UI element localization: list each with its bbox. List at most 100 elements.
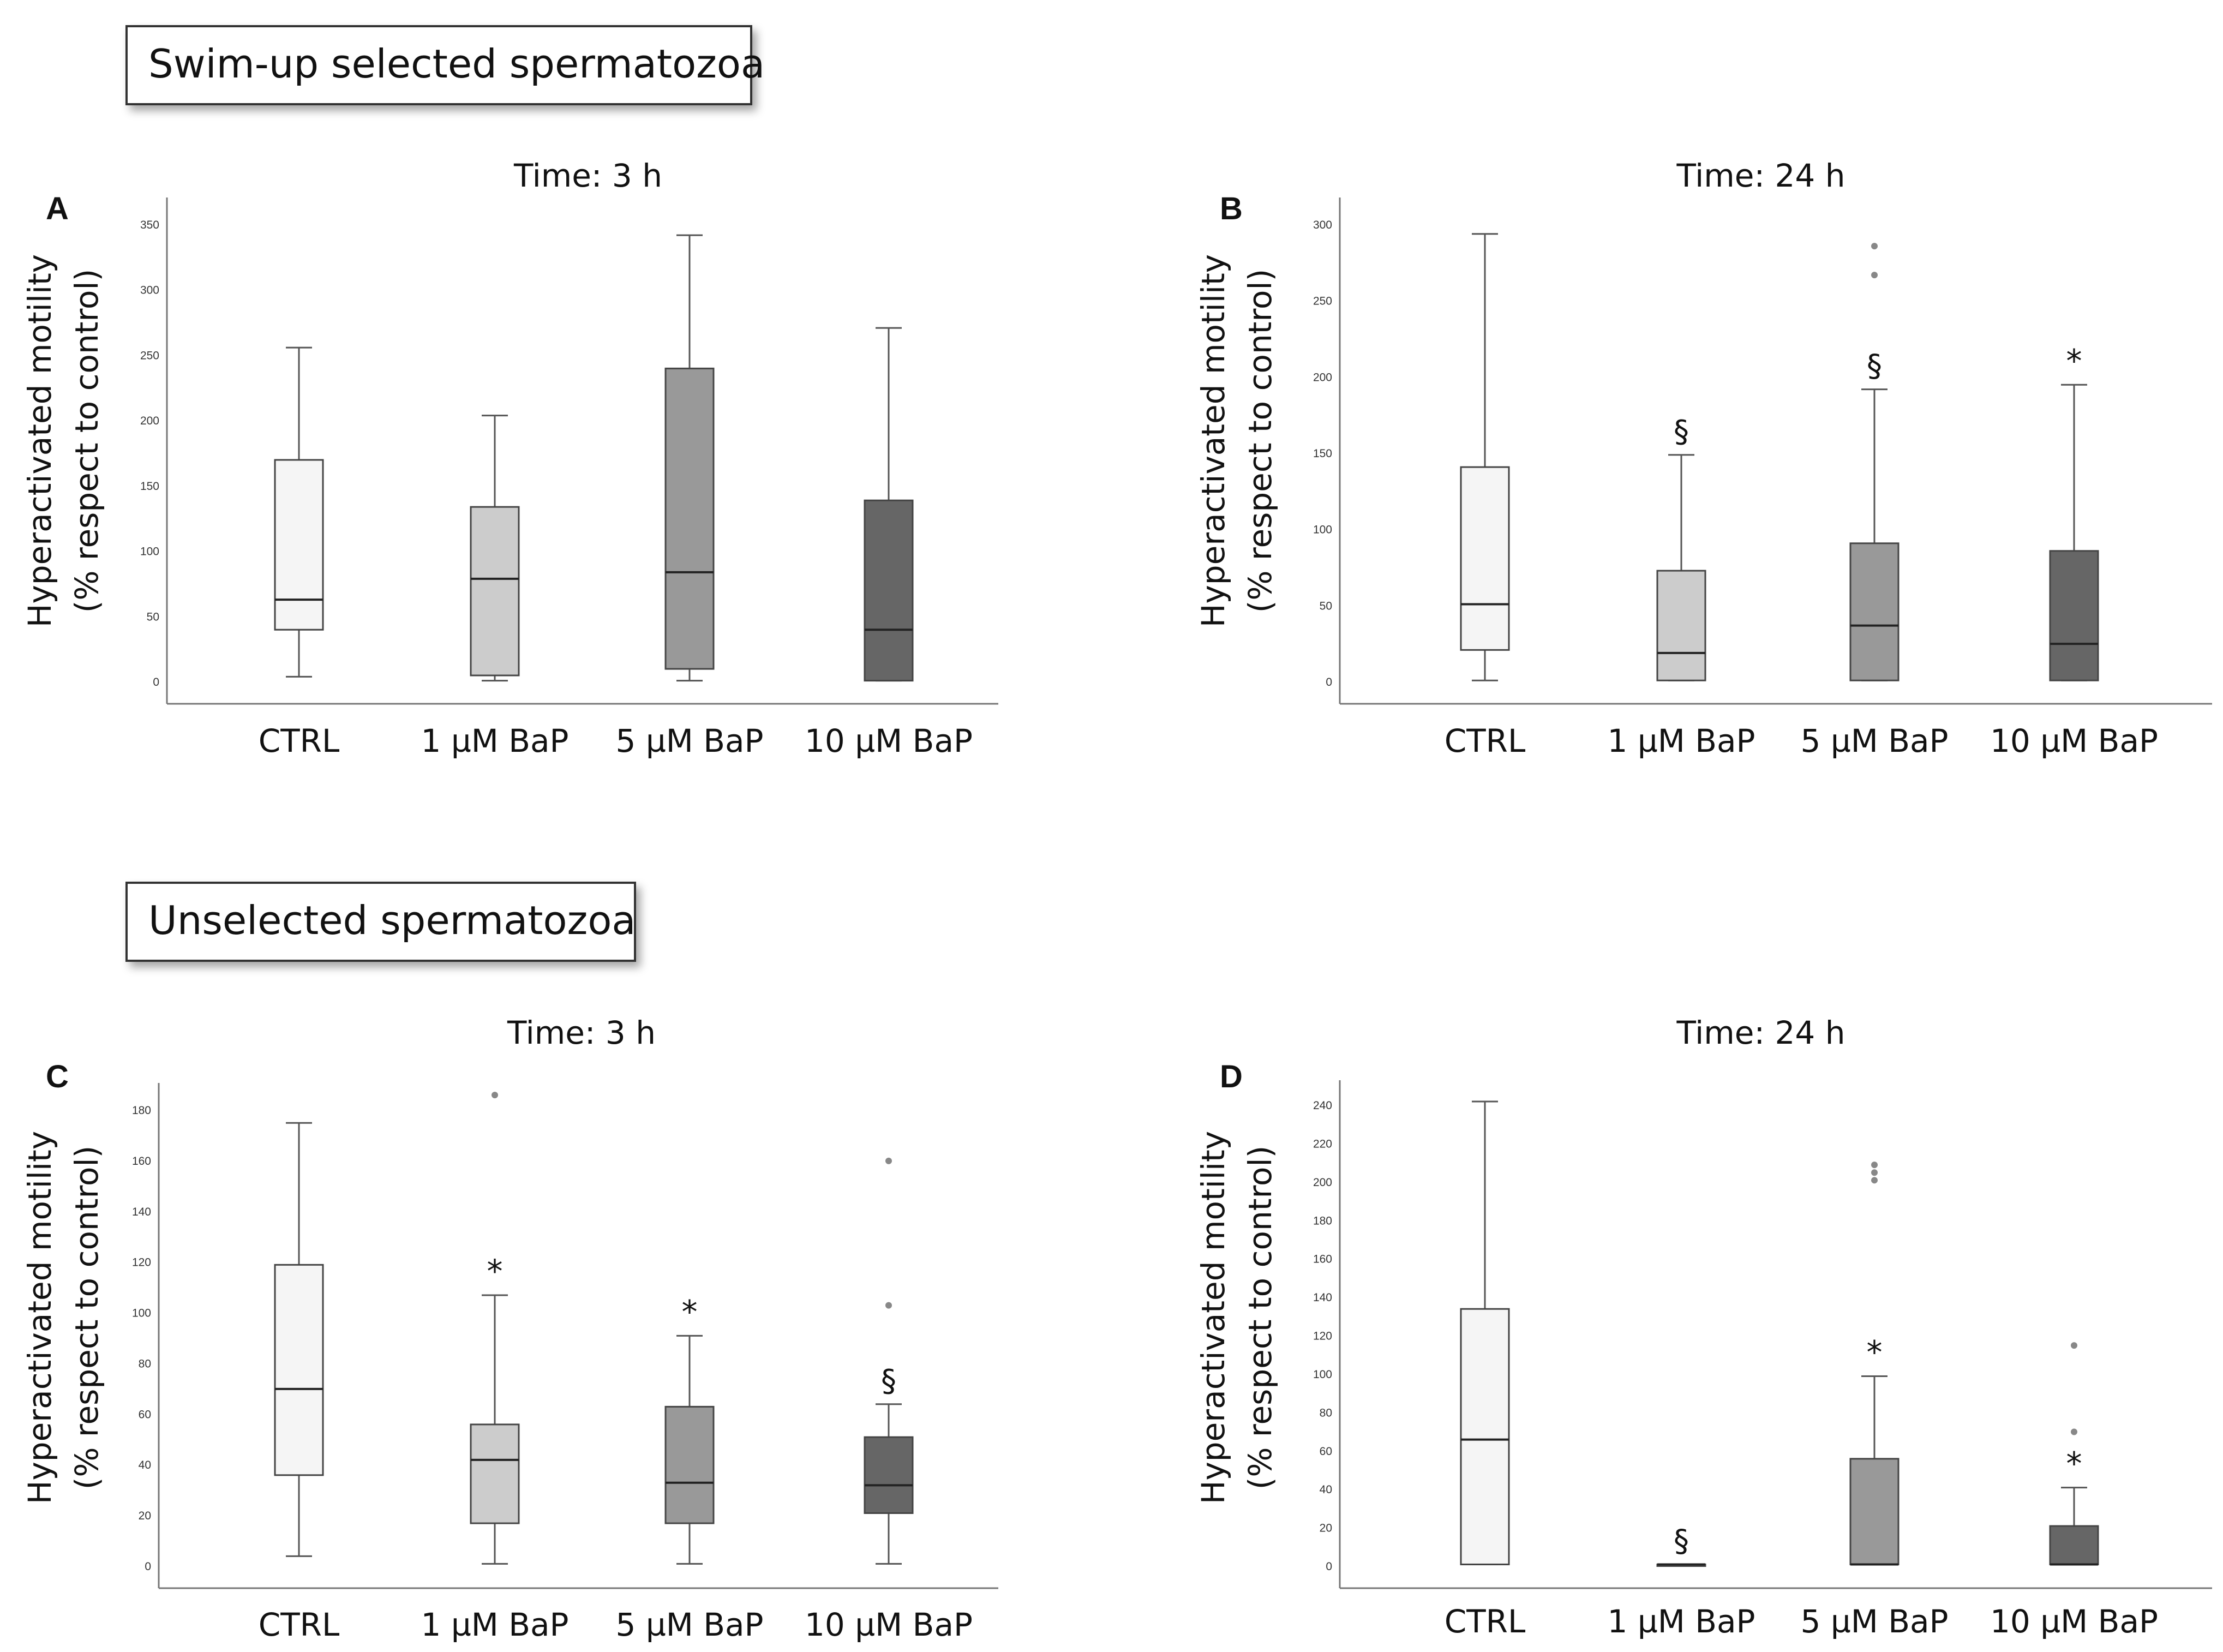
box-1 bbox=[1460, 1100, 1510, 1565]
outlier-point bbox=[1871, 1162, 1878, 1169]
y-tick-label: 0 bbox=[145, 1560, 151, 1573]
y-tick-label: 220 bbox=[1313, 1138, 1332, 1150]
outlier-point bbox=[885, 1157, 892, 1164]
y-tick-label: 160 bbox=[1313, 1253, 1332, 1266]
y-tick-label: 200 bbox=[140, 415, 159, 427]
section-header-text: Unselected spermatozoa bbox=[148, 897, 636, 943]
y-tick-label: 180 bbox=[132, 1104, 151, 1117]
panel-letter: B bbox=[1220, 191, 1243, 226]
y-axis-label-line1: Hyperactivated motility bbox=[1195, 254, 1232, 627]
significance-marker: * bbox=[2066, 342, 2082, 379]
category-label: 1 µM BaP bbox=[421, 722, 568, 759]
chart-title: Time: 3 h bbox=[507, 1014, 656, 1051]
outlier-point bbox=[1871, 272, 1878, 279]
y-tick-label: 150 bbox=[1313, 447, 1332, 460]
box-3: * bbox=[664, 1293, 715, 1565]
box-iqr bbox=[470, 1423, 520, 1524]
y-tick-label: 50 bbox=[1320, 600, 1332, 612]
y-tick-label: 40 bbox=[1320, 1483, 1332, 1496]
box-iqr bbox=[274, 459, 324, 631]
category-label: 5 µM BaP bbox=[1800, 722, 1948, 759]
section-header-swim-up: Swim-up selected spermatozoa bbox=[125, 25, 765, 105]
category-label: 1 µM BaP bbox=[421, 1606, 568, 1643]
y-tick-label: 80 bbox=[139, 1357, 151, 1370]
box-4 bbox=[864, 327, 914, 682]
category-label: 1 µM BaP bbox=[1607, 1603, 1755, 1640]
y-tick-label: 80 bbox=[1320, 1406, 1332, 1419]
box-iqr bbox=[664, 1405, 715, 1524]
y-tick-label: 240 bbox=[1313, 1099, 1332, 1112]
box-4: * bbox=[2049, 342, 2099, 681]
section-header-box bbox=[125, 882, 636, 962]
section-header-text: Swim-up selected spermatozoa bbox=[148, 41, 765, 87]
box-iqr bbox=[470, 506, 520, 677]
category-label: CTRL bbox=[1445, 1603, 1526, 1640]
y-tick-label: 160 bbox=[132, 1155, 151, 1168]
significance-marker: § bbox=[881, 1363, 896, 1399]
category-label: 10 µM BaP bbox=[805, 722, 973, 759]
outlier-point bbox=[2071, 1342, 2077, 1349]
category-label: 5 µM BaP bbox=[615, 722, 763, 759]
y-axis-label-line1: Hyperactivated motility bbox=[21, 254, 58, 627]
box-iqr bbox=[1849, 1458, 1900, 1565]
y-axis-label-line2: (% respect to control) bbox=[1242, 1146, 1279, 1490]
box-3 bbox=[664, 234, 715, 682]
y-tick-label: 200 bbox=[1313, 371, 1332, 384]
outlier-point bbox=[2071, 1428, 2077, 1435]
box-1 bbox=[274, 1122, 324, 1557]
y-tick-label: 100 bbox=[132, 1307, 151, 1320]
box-iqr bbox=[664, 367, 715, 670]
y-tick-label: 120 bbox=[1313, 1330, 1332, 1343]
outlier-point bbox=[1871, 243, 1878, 250]
box-3: * bbox=[1849, 1162, 1900, 1566]
section-header-unselected: Unselected spermatozoa bbox=[125, 882, 636, 962]
box-4: § bbox=[864, 1157, 914, 1565]
box-iqr bbox=[864, 1436, 914, 1514]
box-2: * bbox=[470, 1092, 520, 1565]
box-2: § bbox=[1656, 1523, 1706, 1567]
y-axis-label-line2: (% respect to control) bbox=[1242, 269, 1279, 613]
y-tick-label: 350 bbox=[140, 219, 159, 231]
y-tick-label: 250 bbox=[140, 349, 159, 362]
y-axis-label-line1: Hyperactivated motility bbox=[1195, 1131, 1232, 1504]
y-tick-label: 150 bbox=[140, 480, 159, 493]
category-label: 5 µM BaP bbox=[615, 1606, 763, 1643]
box-iqr bbox=[1849, 542, 1900, 681]
significance-marker: § bbox=[1674, 1523, 1689, 1559]
panel-d: D Time: 24 h Hyperactivated motility (% … bbox=[1195, 1014, 2212, 1640]
box-iqr bbox=[1460, 1308, 1510, 1565]
y-tick-label: 60 bbox=[139, 1408, 151, 1421]
outlier-point bbox=[492, 1092, 498, 1099]
y-tick-label: 140 bbox=[1313, 1291, 1332, 1304]
y-tick-label: 100 bbox=[1313, 524, 1332, 536]
section-header-box bbox=[125, 25, 752, 105]
y-tick-label: 0 bbox=[153, 676, 159, 689]
y-tick-label: 100 bbox=[140, 546, 159, 558]
box-iqr bbox=[274, 1264, 324, 1476]
chart-title: Time: 3 h bbox=[513, 157, 662, 194]
significance-marker: * bbox=[1867, 1333, 1883, 1370]
y-tick-label: 0 bbox=[1326, 676, 1332, 689]
panel-letter: A bbox=[46, 191, 69, 226]
panel-b: B Time: 24 h Hyperactivated motility (% … bbox=[1195, 157, 2212, 759]
significance-marker: * bbox=[487, 1253, 503, 1290]
category-label: CTRL bbox=[259, 722, 340, 759]
y-tick-label: 250 bbox=[1313, 295, 1332, 308]
box-iqr bbox=[864, 499, 914, 682]
y-tick-label: 0 bbox=[1326, 1560, 1332, 1573]
y-tick-label: 40 bbox=[139, 1459, 151, 1471]
significance-marker: * bbox=[2066, 1445, 2082, 1482]
chart-title: Time: 24 h bbox=[1676, 1014, 1845, 1051]
panel-a: A Time: 3 h Hyperactivated motility (% r… bbox=[21, 157, 998, 759]
outlier-point bbox=[885, 1302, 892, 1309]
y-tick-label: 200 bbox=[1313, 1176, 1332, 1189]
box-2: § bbox=[1656, 414, 1706, 681]
y-tick-label: 20 bbox=[1320, 1522, 1332, 1535]
y-axis-label-line1: Hyperactivated motility bbox=[21, 1131, 58, 1504]
significance-marker: * bbox=[682, 1293, 698, 1330]
y-tick-label: 50 bbox=[147, 610, 159, 623]
y-tick-label: 300 bbox=[140, 284, 159, 297]
y-tick-label: 60 bbox=[1320, 1445, 1332, 1458]
y-axis-label-line2: (% respect to control) bbox=[68, 269, 105, 613]
